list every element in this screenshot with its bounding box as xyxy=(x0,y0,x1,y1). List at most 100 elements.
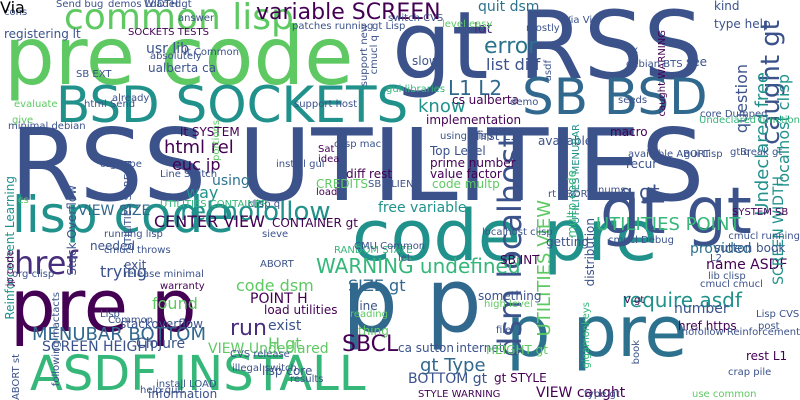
cloud-word: list diff xyxy=(486,55,541,74)
cloud-word: absolutely xyxy=(150,51,202,62)
cloud-word: core Dumped xyxy=(700,109,768,120)
cloud-word: patches running xyxy=(292,21,374,32)
cloud-word: kind xyxy=(714,0,740,13)
cloud-word: WARNING undefined xyxy=(316,254,521,278)
cloud-word: rest L1 xyxy=(746,349,788,363)
cloud-word: rel nofollow xyxy=(180,197,331,227)
cloud-word: number xyxy=(674,301,729,317)
cloud-word: type help xyxy=(714,17,771,31)
cloud-word: install LOAD xyxy=(156,379,217,390)
cloud-word: warranty xyxy=(160,281,205,292)
cloud-word: localhost clisp xyxy=(482,227,553,238)
cloud-word: switch CVS xyxy=(388,13,444,24)
cloud-word: release minimal xyxy=(124,269,204,280)
cloud-word: RSS UTILITIES xyxy=(10,107,705,224)
cloud-word: org clisp xyxy=(12,269,55,280)
cloud-word: Via Via xyxy=(564,15,599,26)
cloud-word: asdf xyxy=(543,60,554,82)
cloud-word: book xyxy=(631,340,642,365)
cloud-word: nums xyxy=(598,185,626,196)
cloud-word: SB EXT xyxy=(76,69,112,80)
cloud-word: VIEW Undeclared xyxy=(208,341,329,357)
cloud-word: using clisp xyxy=(440,131,493,142)
cloud-word: available xyxy=(538,134,593,148)
cloud-word: cmucl Debug xyxy=(608,235,674,246)
cloud-word: UTILITIES VIEW xyxy=(534,200,555,337)
cloud-word: provided xyxy=(690,241,752,257)
cloud-word: clisp mac xyxy=(334,139,382,150)
cloud-word: demo xyxy=(510,97,539,108)
cloud-word: ABORT st xyxy=(11,353,22,400)
cloud-word: code multp xyxy=(432,177,500,191)
cloud-word: debian BTS xyxy=(626,59,683,70)
cloud-word: gui Lisp xyxy=(684,149,723,160)
cloud-word: following mactacts xyxy=(51,292,62,387)
cloud-word: CMU Common xyxy=(354,241,426,252)
cloud-word: trying xyxy=(100,262,148,281)
cloud-word: WIDTH gt xyxy=(144,0,192,10)
cloud-word: Common xyxy=(108,315,154,326)
cloud-word: cs xyxy=(18,195,29,206)
cloud-word: gigamonkeys xyxy=(581,302,592,369)
cloud-word: thing xyxy=(358,324,389,338)
cloud-word: SB INT xyxy=(500,253,540,267)
cloud-word: support host xyxy=(294,99,358,110)
cloud-word: SB BSD xyxy=(522,68,708,126)
cloud-word: demos Loaded xyxy=(108,0,182,10)
cloud-word: available ABORT xyxy=(628,149,711,160)
cloud-word: reading xyxy=(350,309,388,320)
cloud-word: use common xyxy=(692,389,757,400)
cloud-word: install gui xyxy=(276,159,325,170)
cloud-word: level easy xyxy=(442,19,493,30)
cloud-word: gt RSS xyxy=(392,0,704,101)
cloud-word: illegal switch xyxy=(232,363,297,374)
cloud-word: org type xyxy=(100,159,142,170)
cloud-word: Break gt xyxy=(740,147,783,158)
cloud-word: multp code xyxy=(565,170,579,238)
cloud-word: lib clisp xyxy=(708,271,746,282)
cloud-word: SCREEN HEIGHT xyxy=(42,339,157,355)
cloud-word: cmucl q xyxy=(369,35,380,75)
cloud-word: results xyxy=(290,374,324,385)
cloud-word: RANDOM STATE xyxy=(334,245,413,256)
cloud-word: Reinforcement Learning xyxy=(3,176,17,320)
cloud-word: code dsm xyxy=(236,276,314,295)
cloud-word: portions xyxy=(211,120,222,161)
cloud-word: nofollow Reinforcement xyxy=(681,327,800,338)
cloud-word: L1 L2 xyxy=(448,76,503,100)
cloud-word: Send bug xyxy=(56,0,104,10)
cloud-word: needed xyxy=(90,239,135,253)
cloud-word: Top Level xyxy=(430,144,486,158)
cloud-word: lt Common xyxy=(184,47,239,58)
cloud-word: gt Lisp xyxy=(372,21,406,32)
cloud-word: CONTAINER gt xyxy=(272,216,358,230)
cloud-word: href xyxy=(14,244,78,282)
cloud-word: free variable xyxy=(378,200,467,216)
cloud-word: crap pile xyxy=(728,367,772,378)
cloud-word: lisp code xyxy=(12,186,235,244)
cloud-word: running lisp xyxy=(104,229,163,240)
cloud-word: prime number xyxy=(430,156,516,170)
cloud-word: SOCKETS TESTS xyxy=(128,27,209,38)
cloud-word: q gt xyxy=(620,180,660,204)
cloud-word: localhost clisp xyxy=(774,74,793,188)
cloud-word: SBCL xyxy=(342,332,399,357)
cloud-word: information xyxy=(148,387,218,400)
cloud-word: gt Type xyxy=(420,355,486,376)
cloud-word: already xyxy=(112,93,150,104)
cloud-word: load xyxy=(316,187,338,198)
cloud-word: MENUBAR BOTTOM xyxy=(32,324,207,345)
cloud-word: high level xyxy=(484,299,533,310)
cloud-word: SB ALIEN xyxy=(368,179,414,190)
cloud-word: SIZE gt xyxy=(348,276,406,295)
cloud-word: lot xyxy=(474,21,492,37)
cloud-word: SYSTEM SB xyxy=(732,207,789,218)
cloud-word: ASDF INSTALL xyxy=(30,346,366,400)
cloud-word: distribution xyxy=(583,218,597,287)
cloud-word: first L1 xyxy=(476,129,518,143)
cloud-word: file xyxy=(496,325,512,336)
cloud-word: CENTER VIEW xyxy=(154,212,265,231)
cloud-word: pre p xyxy=(10,264,197,348)
cloud-word: internet xyxy=(456,341,504,355)
cloud-word: ca sutton xyxy=(398,341,454,355)
